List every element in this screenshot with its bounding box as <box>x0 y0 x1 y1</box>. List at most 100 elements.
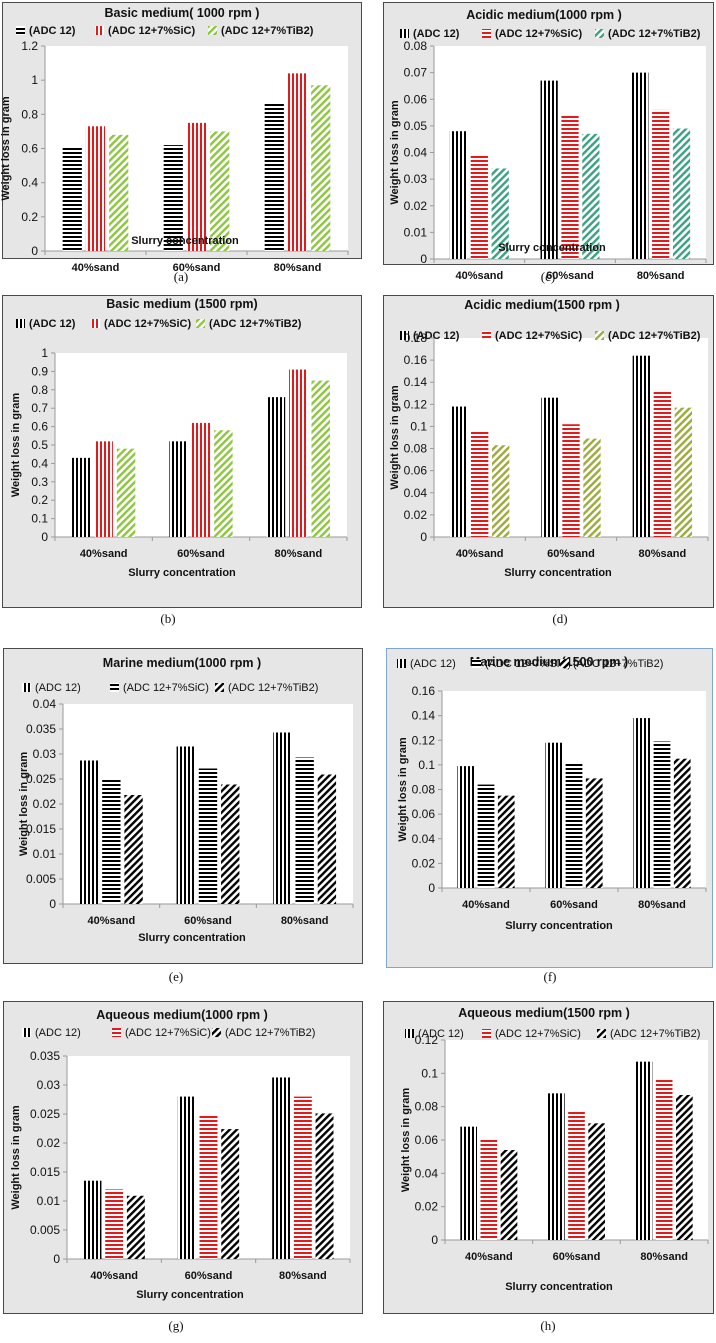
chart-1-legend-swatch-adc12-sic <box>95 26 104 35</box>
chart-7-legend-swatch-adc12-tib2 <box>212 1028 221 1037</box>
chart-6-x-tick-label: 40%sand <box>462 899 510 911</box>
chart-4-bar-adc12-tib2-2 <box>583 438 601 537</box>
chart-2-bar-adc12-3 <box>631 72 649 259</box>
chart-3-bar-adc12-sic-2 <box>191 422 211 537</box>
chart-7-caption: (g) <box>168 1318 183 1333</box>
chart-6-legend-adc12-tib2: (ADC 12+7%TiB2) <box>573 658 663 670</box>
chart-1-legend-adc12-tib2: (ADC 12+7%TiB2) <box>221 25 314 37</box>
chart-5-x-tick-label: 40%sand <box>87 915 135 927</box>
chart-5-bar-adc12-sic-2 <box>198 768 218 904</box>
chart-2-x-tick-label: 80%sand <box>637 270 685 282</box>
chart-5-caption: (e) <box>169 969 183 984</box>
chart-5-bar-adc12-1 <box>79 760 99 904</box>
chart-8-x-tick-label: 60%sand <box>553 1251 601 1263</box>
chart-4-panel: Acidic medium(1500 rpm ) (ADC 12) (ADC 12+… <box>383 295 714 626</box>
chart-7-bar-adc12-2 <box>177 1096 196 1259</box>
chart-7-y-tick-label: 0.015 <box>30 1165 60 1179</box>
chart-8-legend-swatch-adc12 <box>405 1029 414 1038</box>
chart-5-y-tick-label: 0.02 <box>33 797 57 811</box>
chart-1-y-axis-label: Weight loss in gram <box>0 96 12 201</box>
chart-5-bar-adc12-sic-1 <box>102 780 121 904</box>
chart-6-bar-adc12-tib2-3 <box>673 758 691 888</box>
chart-8-y-tick-label: 0.1 <box>421 1066 438 1080</box>
chart-2-bar-adc12-tib2-3 <box>672 128 691 259</box>
chart-5-panel: Marine medium(1000 rpm ) (ADC 12) (ADC 12+… <box>3 648 363 984</box>
chart-3-legend-swatch-adc12-tib2 <box>196 319 205 328</box>
chart-3-y-tick-label: 0 <box>41 530 48 544</box>
chart-2-legend-adc12-tib2: (ADC 12+7%TiB2) <box>608 28 701 40</box>
chart-1-y-tick-label: 1 <box>31 73 38 87</box>
chart-8-bar-adc12-3 <box>635 1061 653 1240</box>
chart-1-bar-adc12-tib2-1 <box>109 134 129 251</box>
chart-4-legend-swatch-adc12-tib2 <box>595 331 604 340</box>
chart-1-y-tick-label: 0.8 <box>21 107 38 121</box>
chart-5-x-tick-label: 80%sand <box>281 915 329 927</box>
chart-5-bar-adc12-2 <box>176 746 195 904</box>
chart-7-x-tick-label: 60%sand <box>185 1270 233 1282</box>
chart-6-y-tick-label: 0.08 <box>412 783 436 797</box>
chart-2-bar-adc12-2 <box>540 80 558 259</box>
chart-3-bar-adc12-tib2-3 <box>311 380 330 537</box>
chart-3-bar-adc12-sic-1 <box>94 441 113 537</box>
chart-5-y-tick-label: 0.01 <box>33 847 57 861</box>
chart-6-y-tick-label: 0.1 <box>418 758 435 772</box>
chart-7-bar-adc12-sic-2 <box>199 1115 218 1259</box>
chart-4-bar-adc12-2 <box>541 397 559 537</box>
chart-6-legend-adc12-sic: (ADC 12+7%SiC) <box>485 658 571 670</box>
chart-7-y-axis-label: Weight loss in gram <box>10 1105 22 1210</box>
chart-2-panel: Acidic medium(1000 rpm ) (ADC 12) (ADC 12+… <box>383 2 714 284</box>
chart-5-y-tick-label: 0.03 <box>33 747 57 761</box>
chart-4-y-axis-label: Weight loss in gram <box>389 385 401 490</box>
chart-6-legend-swatch-adc12-sic <box>472 659 481 668</box>
chart-3-y-tick-label: 0.6 <box>31 420 48 434</box>
chart-4-y-tick-label: 0.08 <box>404 442 428 456</box>
chart-8-legend-swatch-adc12-sic <box>482 1029 491 1038</box>
chart-3-legend-adc12: (ADC 12) <box>29 318 76 330</box>
chart-5-y-tick-label: 0.035 <box>26 722 56 736</box>
chart-7-y-tick-label: 0.035 <box>30 1049 60 1063</box>
chart-4-y-tick-label: 0.12 <box>404 397 428 411</box>
chart-4-y-tick-label: 0.02 <box>404 508 428 522</box>
chart-3-y-tick-label: 1 <box>41 346 48 360</box>
chart-8-title: Aqueous medium(1500 rpm ) <box>458 1006 630 1020</box>
chart-1-caption: (a) <box>174 269 188 284</box>
chart-1-bar-adc12-sic-2 <box>186 122 207 251</box>
chart-8-x-axis-label: Slurry concentration <box>505 1281 613 1293</box>
chart-2-bar-adc12-tib2-2 <box>582 133 600 259</box>
chart-1-x-tick-label: 60%sand <box>173 262 221 274</box>
chart-2-legend-swatch-adc12-tib2 <box>595 29 604 38</box>
chart-2-bar-adc12-1 <box>449 131 468 259</box>
chart-2-legend-adc12-sic: (ADC 12+7%SiC) <box>495 28 582 40</box>
chart-7-y-tick-label: 0.02 <box>37 1136 61 1150</box>
chart-4-caption: (d) <box>552 611 567 626</box>
chart-3-x-tick-label: 60%sand <box>177 548 225 560</box>
chart-8-bar-adc12-2 <box>548 1093 565 1240</box>
chart-2-bar-adc12-tib2-1 <box>491 168 509 259</box>
chart-1-bar-adc12-tib2-2 <box>210 131 230 251</box>
chart-2-x-tick-label: 40%sand <box>455 270 503 282</box>
chart-2-y-tick-label: 0.01 <box>404 225 428 239</box>
chart-2-y-tick-label: 0.05 <box>404 119 428 133</box>
chart-7-bar-adc12-sic-3 <box>293 1096 312 1259</box>
chart-1-y-tick-label: 0.2 <box>21 210 38 224</box>
chart-7-legend-swatch-adc12-sic <box>112 1028 121 1037</box>
chart-1-bar-adc12-sic-1 <box>85 126 106 251</box>
chart-5-x-tick-label: 60%sand <box>184 915 232 927</box>
chart-2-caption: (c) <box>541 269 555 284</box>
chart-4-legend-swatch-adc12-sic <box>482 331 491 340</box>
chart-1-title: Basic medium( 1000 rpm ) <box>105 6 260 20</box>
chart-5-bar-adc12-tib2-3 <box>317 774 337 904</box>
chart-1-y-tick-label: 0 <box>31 244 38 258</box>
chart-7-bar-adc12-tib2-1 <box>126 1195 145 1259</box>
chart-3-legend-swatch-adc12-sic <box>91 319 100 328</box>
chart-3-bar-adc12-sic-3 <box>289 369 308 537</box>
chart-5-legend-swatch-adc12 <box>22 683 31 692</box>
chart-7-y-tick-label: 0.025 <box>30 1107 60 1121</box>
chart-8-y-tick-label: 0.02 <box>415 1200 439 1214</box>
chart-4-legend-swatch-adc12 <box>400 331 409 340</box>
chart-3-legend-adc12-tib2: (ADC 12+7%TiB2) <box>209 318 302 330</box>
chart-6-y-axis-label: Weight loss in gram <box>397 737 409 842</box>
chart-3-legend-adc12-sic: (ADC 12+7%SiC) <box>104 318 191 330</box>
chart-2-y-tick-label: 0.02 <box>404 199 428 213</box>
chart-2-y-tick-label: 0.06 <box>404 92 428 106</box>
